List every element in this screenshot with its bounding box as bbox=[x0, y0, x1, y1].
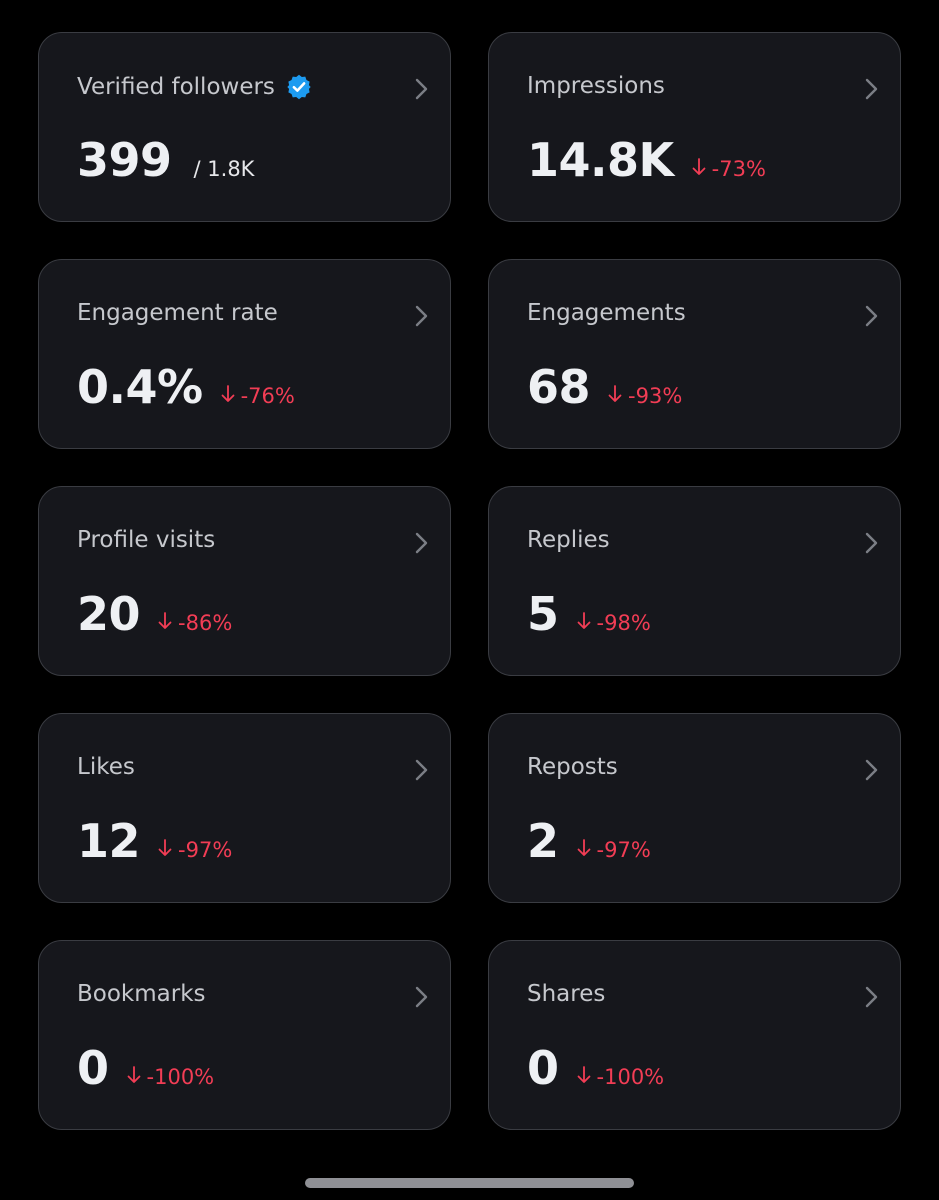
arrow-down-icon bbox=[577, 839, 590, 856]
metric-change-value: -93% bbox=[628, 384, 683, 408]
metric-change-value: -73% bbox=[711, 157, 766, 181]
card-title-row: Impressions bbox=[527, 73, 665, 99]
value-row: 5 -98% bbox=[527, 587, 651, 641]
metric-change: -98% bbox=[577, 611, 651, 635]
arrow-down-icon bbox=[692, 158, 706, 175]
card-title-row: Reposts bbox=[527, 754, 618, 780]
value-row: 14.8K -73% bbox=[527, 133, 766, 187]
metric-value: 68 bbox=[527, 360, 591, 414]
arrow-down-icon bbox=[608, 385, 622, 402]
arrow-down-icon bbox=[577, 612, 590, 629]
metric-change-value: -76% bbox=[240, 384, 295, 408]
chevron-right-icon bbox=[865, 986, 878, 1008]
card-shares[interactable]: Shares 0 -100% bbox=[488, 940, 901, 1130]
card-title: Shares bbox=[527, 981, 606, 1007]
metric-change-value: -100% bbox=[596, 1065, 665, 1089]
card-title: Engagement rate bbox=[77, 300, 278, 326]
metric-change-value: -98% bbox=[596, 611, 651, 635]
value-row: 20 -86% bbox=[77, 587, 232, 641]
value-row: 0 -100% bbox=[77, 1041, 214, 1095]
metric-value: 14.8K bbox=[527, 133, 674, 187]
metric-change-value: -97% bbox=[596, 838, 651, 862]
card-title: Likes bbox=[77, 754, 135, 780]
value-row: 0 -100% bbox=[527, 1041, 664, 1095]
value-row: 68 -93% bbox=[527, 360, 682, 414]
chevron-right-icon bbox=[415, 305, 428, 327]
card-impressions[interactable]: Impressions 14.8K -73% bbox=[488, 32, 901, 222]
card-reposts[interactable]: Reposts 2 -97% bbox=[488, 713, 901, 903]
chevron-right-icon bbox=[415, 532, 428, 554]
card-verified-followers[interactable]: Verified followers 399 / 1.8K bbox=[38, 32, 451, 222]
card-title-row: Verified followers bbox=[77, 73, 313, 101]
card-title: Verified followers bbox=[77, 74, 275, 100]
card-title: Replies bbox=[527, 527, 610, 553]
value-row: 2 -97% bbox=[527, 814, 651, 868]
value-row: 12 -97% bbox=[77, 814, 232, 868]
metric-value: 20 bbox=[77, 587, 141, 641]
chevron-right-icon bbox=[865, 759, 878, 781]
metric-change: -100% bbox=[127, 1065, 215, 1089]
card-title-row: Likes bbox=[77, 754, 135, 780]
metric-value: 399 bbox=[77, 133, 172, 187]
chevron-right-icon bbox=[415, 759, 428, 781]
card-title-row: Engagements bbox=[527, 300, 686, 326]
arrow-down-icon bbox=[158, 839, 172, 856]
value-row: 399 / 1.8K bbox=[77, 133, 254, 187]
metric-change: -76% bbox=[221, 384, 295, 408]
arrow-down-icon bbox=[577, 1066, 590, 1083]
card-title: Engagements bbox=[527, 300, 686, 326]
chevron-right-icon bbox=[865, 305, 878, 327]
metric-change: -93% bbox=[608, 384, 682, 408]
metric-change: -86% bbox=[158, 611, 232, 635]
card-engagement-rate[interactable]: Engagement rate 0.4% -76% bbox=[38, 259, 451, 449]
value-row: 0.4% -76% bbox=[77, 360, 295, 414]
metric-value: 12 bbox=[77, 814, 141, 868]
card-likes[interactable]: Likes 12 -97% bbox=[38, 713, 451, 903]
card-title: Profile visits bbox=[77, 527, 216, 553]
metric-change: -100% bbox=[577, 1065, 665, 1089]
arrow-down-icon bbox=[127, 1066, 140, 1083]
card-title-row: Bookmarks bbox=[77, 981, 206, 1007]
metric-change: -73% bbox=[692, 157, 766, 181]
card-title-row: Replies bbox=[527, 527, 610, 553]
metric-value: 0 bbox=[527, 1041, 559, 1095]
card-profile-visits[interactable]: Profile visits 20 -86% bbox=[38, 486, 451, 676]
card-title: Reposts bbox=[527, 754, 618, 780]
metric-value: 2 bbox=[527, 814, 559, 868]
metric-value: 0 bbox=[77, 1041, 109, 1095]
card-bookmarks[interactable]: Bookmarks 0 -100% bbox=[38, 940, 451, 1130]
card-title: Bookmarks bbox=[77, 981, 206, 1007]
metric-total: / 1.8K bbox=[193, 157, 255, 181]
chevron-right-icon bbox=[865, 532, 878, 554]
chevron-right-icon bbox=[415, 78, 428, 100]
card-engagements[interactable]: Engagements 68 -93% bbox=[488, 259, 901, 449]
card-replies[interactable]: Replies 5 -98% bbox=[488, 486, 901, 676]
metric-change: -97% bbox=[158, 838, 232, 862]
chevron-right-icon bbox=[415, 986, 428, 1008]
metric-change-value: -86% bbox=[178, 611, 233, 635]
metric-value: 5 bbox=[527, 587, 559, 641]
metrics-grid: Verified followers 399 / 1.8K Impression… bbox=[38, 32, 901, 1130]
card-title: Impressions bbox=[527, 73, 665, 99]
arrow-down-icon bbox=[221, 385, 234, 402]
metric-change: -97% bbox=[577, 838, 651, 862]
card-title-row: Engagement rate bbox=[77, 300, 278, 326]
verified-badge-icon bbox=[287, 74, 311, 100]
home-indicator-bar[interactable] bbox=[305, 1178, 634, 1188]
card-title-row: Profile visits bbox=[77, 527, 215, 553]
metric-change-value: -100% bbox=[146, 1065, 215, 1089]
metric-value: 0.4% bbox=[77, 360, 203, 414]
card-title-row: Shares bbox=[527, 981, 605, 1007]
metric-change-value: -97% bbox=[178, 838, 233, 862]
chevron-right-icon bbox=[865, 78, 878, 100]
arrow-down-icon bbox=[158, 612, 172, 629]
